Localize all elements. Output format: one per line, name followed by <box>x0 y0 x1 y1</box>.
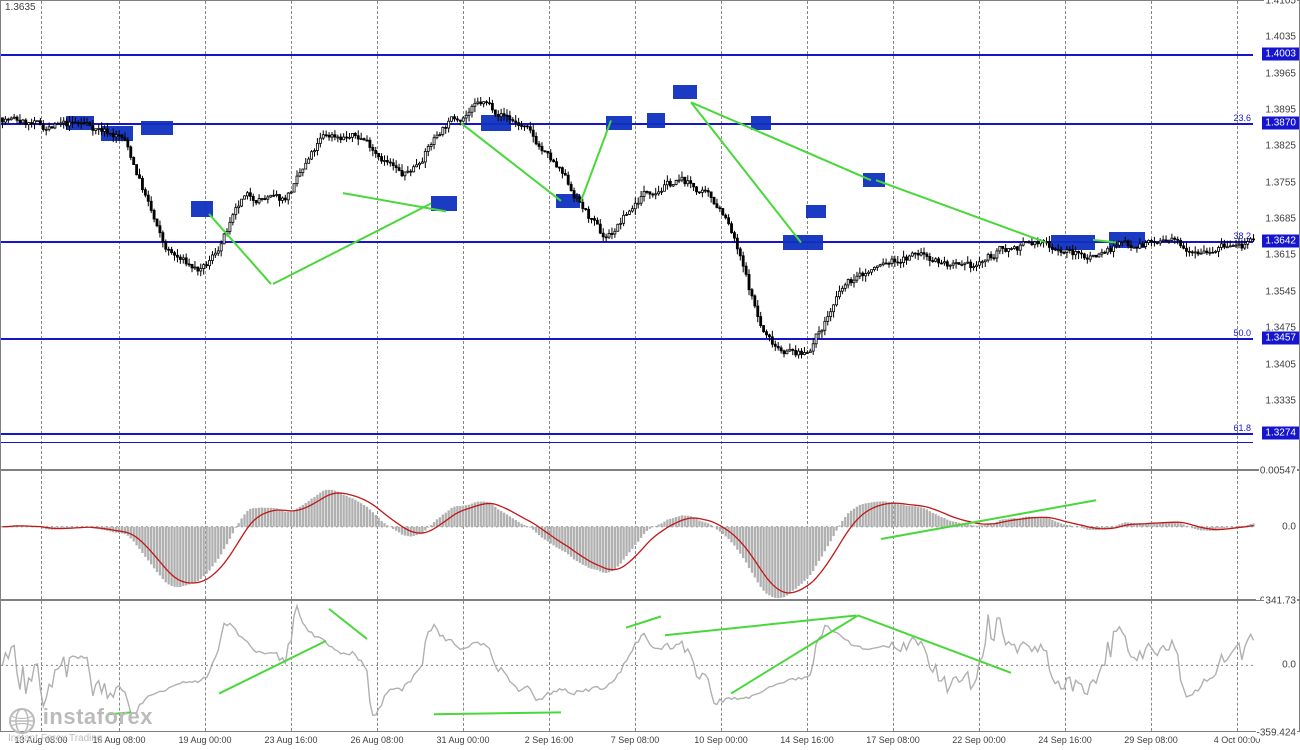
current-price-label: 1.3635 <box>5 2 36 13</box>
xaxis-tick-label: 10 Sep 00:00 <box>694 735 748 745</box>
yaxis-tick-label: 1.4105 <box>1264 0 1297 7</box>
cci-indicator-panel[interactable]: 13 Aug 08:0016 Aug 08:0019 Aug 00:0023 A… <box>0 600 1300 732</box>
xaxis-tick-label: 23 Aug 16:00 <box>264 735 317 745</box>
yaxis-tick-label: 1.3965 <box>1264 68 1297 79</box>
xaxis-tick-label: 17 Sep 08:00 <box>866 735 920 745</box>
xaxis-tick-label: 2 Sep 16:00 <box>525 735 574 745</box>
yaxis-tick-label: 1.3545 <box>1264 286 1297 297</box>
xaxis-tick-label: 29 Sep 08:00 <box>1124 735 1178 745</box>
fib-level-badge: 1.3274 <box>1262 426 1299 439</box>
xaxis-tick-label: 24 Sep 16:00 <box>1038 735 1092 745</box>
yaxis-tick-label: 1.3755 <box>1264 177 1297 188</box>
xaxis-tick-label: 22 Sep 00:00 <box>952 735 1006 745</box>
xaxis-tick-label: 19 Aug 00:00 <box>178 735 231 745</box>
yaxis-tick-label: 0.00547 <box>1259 466 1297 477</box>
yaxis-tick-label: 1.3615 <box>1264 250 1297 261</box>
price-candles <box>1 1 1255 471</box>
watermark-brand: instaforex <box>43 704 153 729</box>
yaxis-tick-label: 1.3825 <box>1264 141 1297 152</box>
xaxis-tick-label: 4 Oct 00:00 <box>1214 735 1261 745</box>
yaxis-tick-label: 0.0 <box>1281 521 1297 532</box>
yaxis-tick-label: 1.4035 <box>1264 32 1297 43</box>
yaxis-tick-label: 0.0 <box>1281 660 1297 671</box>
xaxis-tick-label: 7 Sep 08:00 <box>611 735 660 745</box>
xaxis-tick-label: 26 Aug 08:00 <box>350 735 403 745</box>
yaxis-tick-label: 341.73 <box>1264 596 1297 607</box>
fib-level-badge: 1.3870 <box>1262 117 1299 130</box>
yaxis-tick-label: 1.3335 <box>1264 395 1297 406</box>
cci-plot <box>1 601 1255 733</box>
macd-plot <box>1 471 1255 601</box>
watermark-logo: instaforex Instant Forex Trading <box>8 704 153 744</box>
fib-level-badge: 1.4003 <box>1262 47 1299 60</box>
yaxis-tick-label: -359.424 <box>1256 728 1297 739</box>
yaxis-tick-label: 1.3405 <box>1264 359 1297 370</box>
price-chart-panel[interactable]: 1.4105 1.4035 1.3965 1.3895 1.3825 1.3755 1.36… <box>0 0 1300 470</box>
globe-icon <box>8 707 36 735</box>
fib-level-badge: 1.3457 <box>1262 331 1299 344</box>
macd-indicator-panel[interactable]: 0.005470.0-0.00728 <box>0 470 1300 600</box>
yaxis-tick-label: 1.3895 <box>1264 105 1297 116</box>
xaxis-tick-label: 14 Sep 16:00 <box>780 735 834 745</box>
xaxis-tick-label: 31 Aug 00:00 <box>436 735 489 745</box>
yaxis-tick-label: 1.3685 <box>1264 214 1297 225</box>
fib-level-badge: 1.3642 <box>1262 235 1299 248</box>
